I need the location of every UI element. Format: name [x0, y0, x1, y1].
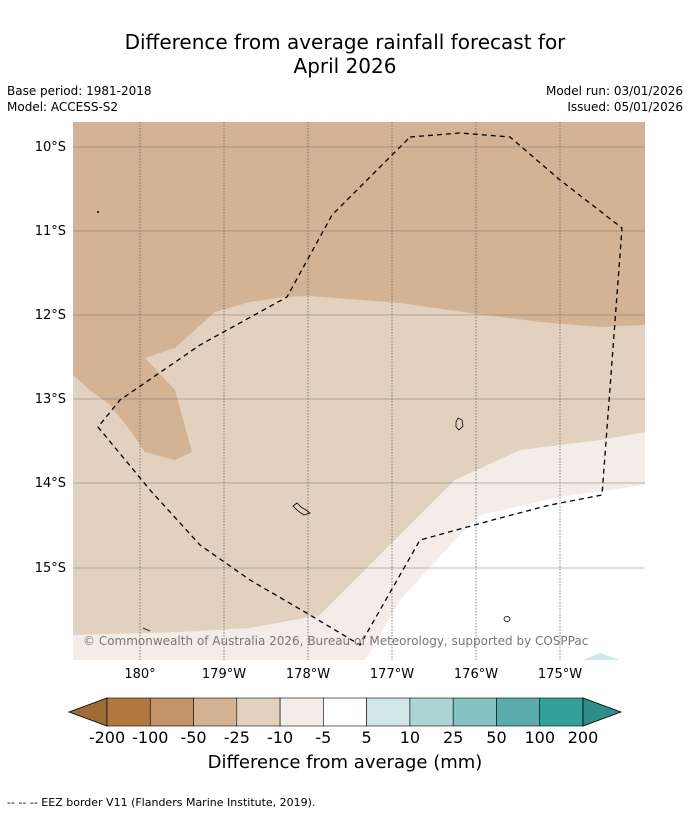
- lat-label: 14°S: [35, 476, 66, 491]
- title-line-2: April 2026: [293, 54, 397, 78]
- colorbar-label: Difference from average (mm): [207, 752, 483, 773]
- meta-right: Model run: 03/01/2026 Issued: 05/01/2026: [546, 83, 683, 115]
- colorbar-arrow-high: [582, 697, 623, 727]
- lat-label: 11°S: [35, 224, 66, 239]
- lon-gridlines: [139, 122, 561, 660]
- island-outline: [142, 627, 151, 632]
- island-outline: [292, 502, 311, 516]
- wetter-patch: [583, 653, 620, 660]
- colorbar-tick-label: -25: [224, 728, 250, 747]
- rainfall-band-minus-50: [73, 122, 645, 460]
- model-name: Model: ACCESS-S2: [7, 100, 119, 114]
- lat-gridlines: [73, 146, 645, 569]
- meta-left: Base period: 1981-2018 Model: ACCESS-S2: [7, 83, 152, 115]
- colorbar-swatch: [149, 697, 194, 727]
- map-title: Difference from average rainfall forecas…: [0, 30, 690, 78]
- colorbar-swatch: [279, 697, 324, 727]
- lon-label: 180°: [124, 667, 155, 682]
- colorbar-tick-label: 10: [400, 728, 420, 747]
- colorbar-swatch: [106, 697, 151, 727]
- lon-labels: 180° 179°W 178°W 177°W 176°W 175°W: [124, 667, 582, 682]
- colorbar-tick-label: 100: [524, 728, 555, 747]
- lon-label: 176°W: [454, 667, 498, 682]
- colorbar-swatch: [452, 697, 497, 727]
- issued-date: Issued: 05/01/2026: [567, 100, 683, 114]
- colorbar-swatch: [409, 697, 454, 727]
- colorbar-tick-label: 50: [486, 728, 506, 747]
- base-period: Base period: 1981-2018: [7, 84, 152, 98]
- lon-label: 179°W: [202, 667, 246, 682]
- rainfall-band-neutral: [365, 485, 645, 660]
- colorbar-tick-label: -100: [132, 728, 168, 747]
- colorbar-ticks: -200 -100 -50 -25 -10 -5 5 10 25 50 100 200: [89, 728, 598, 747]
- colorbar-tick-label: 25: [443, 728, 463, 747]
- colorbar-swatch: [539, 697, 584, 727]
- colorbar-tick-label: -50: [180, 728, 206, 747]
- colorbar-tick-label: 200: [568, 728, 599, 747]
- model-run: Model run: 03/01/2026: [545, 84, 683, 98]
- footnote: -- -- -- EEZ border V11 (Flanders Marine…: [7, 796, 316, 809]
- colorbar-swatch: [323, 697, 367, 727]
- map-area: © Commonwealth of Australia 2026, Bureau…: [73, 122, 645, 660]
- lat-label: 15°S: [35, 561, 66, 576]
- lat-label: 13°S: [35, 392, 66, 407]
- colorbar-swatch: [193, 697, 238, 727]
- copyright-text: © Commonwealth of Australia 2026, Bureau…: [83, 634, 588, 648]
- lon-label: 178°W: [286, 667, 330, 682]
- island-outline: [455, 417, 464, 431]
- colorbar: [67, 697, 623, 727]
- colorbar-tick-label: 5: [362, 728, 372, 747]
- lon-label: 177°W: [370, 667, 414, 682]
- colorbar-tick-label: -200: [89, 728, 125, 747]
- island-speck: [97, 211, 99, 213]
- colorbar-tick-label: -5: [315, 728, 331, 747]
- lat-label: 12°S: [35, 308, 66, 323]
- colorbar-tick-label: -10: [267, 728, 293, 747]
- colorbar-arrow-low: [67, 697, 108, 727]
- island-outline: [503, 616, 511, 622]
- title-line-1: Difference from average rainfall forecas…: [124, 30, 566, 54]
- eez-border: [97, 132, 623, 646]
- colorbar-swatch: [366, 697, 411, 727]
- lat-labels: 10°S 11°S 12°S 13°S 14°S 15°S: [35, 140, 66, 576]
- colorbar-swatch: [236, 697, 281, 727]
- lat-label: 10°S: [35, 140, 66, 155]
- colorbar-swatch: [496, 697, 541, 727]
- lon-label: 175°W: [538, 667, 582, 682]
